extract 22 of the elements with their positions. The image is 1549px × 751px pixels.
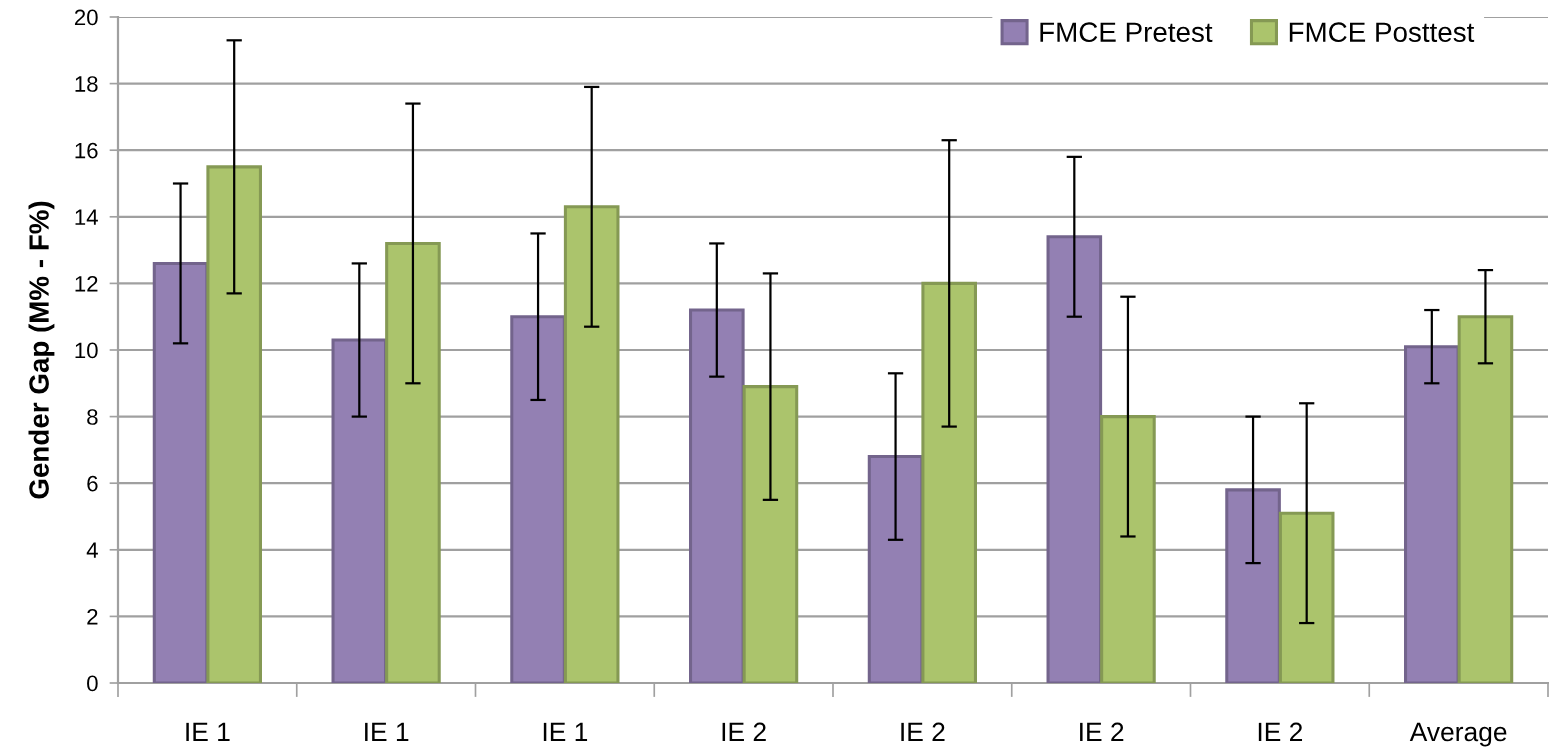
y-tick-label: 0 [87,675,98,692]
y-tick-label: 4 [86,542,98,558]
y-tick-label: 20 [74,9,98,26]
y-tick-label: 14 [75,209,98,225]
legend-label: FMCE Pretest [1040,22,1213,43]
y-tick-label: 2 [87,608,98,625]
y-tick-label: 6 [87,475,98,492]
x-tick-label: Average [1409,722,1507,747]
y-tick-label: 8 [87,409,98,425]
y-tick-label: 12 [75,275,98,292]
y-tick-label: 10 [75,342,98,359]
legend-label: FMCE Posttest [1289,22,1475,43]
x-tick-label: IE 2 [1258,722,1303,742]
y-axis-title: Gender Gap (M% - F%) [28,201,55,499]
x-tick-label: IE 1 [186,722,230,742]
x-tick-label: IE 2 [722,722,766,742]
x-tick-label: IE 1 [543,722,588,742]
y-tick-label: 18 [75,76,98,92]
x-tick-label: IE 2 [1080,722,1124,742]
x-tick-label: IE 2 [901,722,945,742]
x-tick-label: IE 1 [365,722,409,742]
y-tick-label: 16 [75,142,98,159]
